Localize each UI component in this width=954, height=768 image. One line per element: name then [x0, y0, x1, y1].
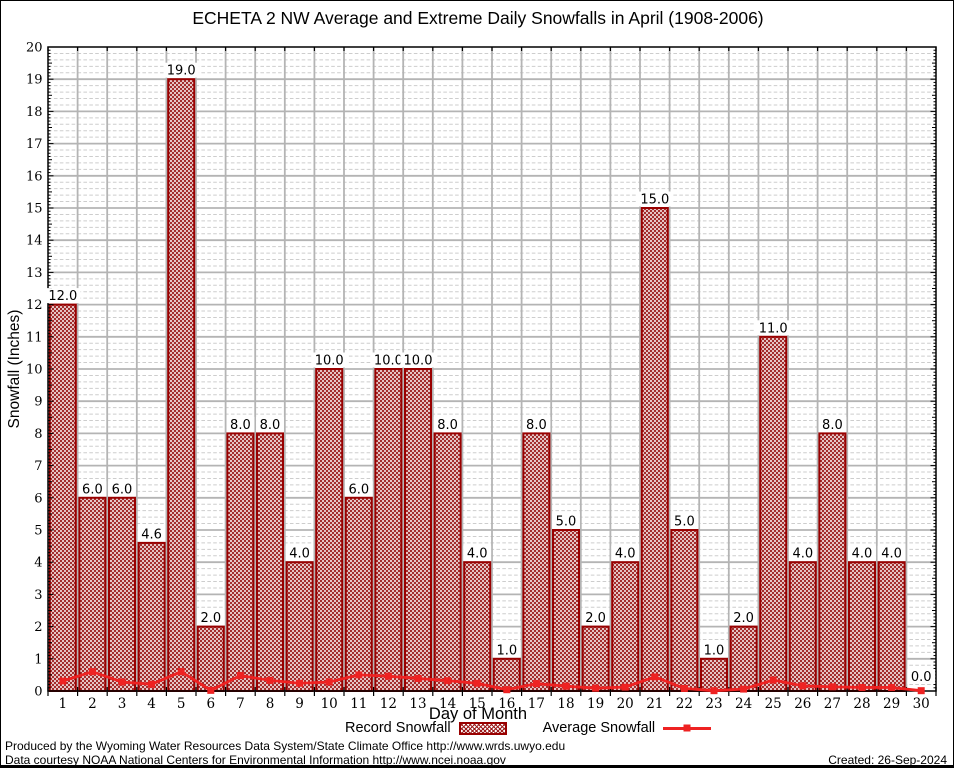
svg-text:28: 28	[853, 696, 870, 712]
svg-text:16: 16	[498, 696, 515, 712]
svg-text:10.0: 10.0	[374, 354, 403, 369]
svg-text:5: 5	[34, 524, 42, 539]
svg-text:21: 21	[646, 696, 663, 712]
svg-text:9: 9	[295, 696, 304, 712]
svg-text:1: 1	[34, 652, 42, 667]
svg-text:5: 5	[177, 696, 186, 712]
svg-text:8.0: 8.0	[822, 418, 843, 433]
svg-text:5.0: 5.0	[674, 515, 695, 530]
svg-text:27: 27	[824, 696, 841, 712]
svg-text:23: 23	[705, 696, 722, 712]
svg-text:8: 8	[34, 427, 42, 442]
svg-text:19: 19	[587, 696, 604, 712]
svg-text:2: 2	[34, 620, 42, 635]
legend: Record Snowfall Average Snowfall	[345, 720, 712, 736]
svg-text:6.0: 6.0	[348, 482, 369, 497]
svg-text:15: 15	[26, 202, 43, 217]
svg-text:12: 12	[26, 298, 43, 313]
svg-text:7: 7	[34, 459, 42, 474]
svg-text:19: 19	[26, 73, 43, 88]
svg-text:5.0: 5.0	[556, 515, 577, 530]
svg-text:16: 16	[26, 169, 43, 184]
svg-text:20: 20	[617, 696, 634, 712]
created-date: Created: 26-Sep-2024	[828, 753, 947, 767]
svg-text:8.0: 8.0	[437, 418, 458, 433]
svg-text:15.0: 15.0	[640, 193, 669, 208]
svg-text:6: 6	[207, 696, 216, 712]
svg-text:2.0: 2.0	[200, 611, 221, 626]
svg-text:19.0: 19.0	[167, 64, 196, 79]
svg-text:8: 8	[266, 696, 275, 712]
svg-text:2.0: 2.0	[585, 611, 606, 626]
svg-text:4.0: 4.0	[615, 547, 636, 562]
y-axis-title: Snowfall (Inches)	[6, 309, 23, 429]
svg-text:11.0: 11.0	[759, 321, 788, 336]
footer-attribution: Produced by the Wyoming Water Resources …	[5, 739, 566, 753]
svg-text:13: 13	[26, 266, 43, 281]
svg-text:17: 17	[26, 137, 43, 152]
svg-text:8.0: 8.0	[526, 418, 547, 433]
svg-text:4.0: 4.0	[881, 547, 902, 562]
svg-text:10.0: 10.0	[404, 354, 433, 369]
svg-text:3: 3	[118, 696, 127, 712]
snowfall-chart: 12.06.0 6.04.619.02.08.0 8.04.010.06.010.0…	[26, 41, 937, 712]
svg-text:2.0: 2.0	[733, 611, 754, 626]
svg-text:4.0: 4.0	[289, 547, 310, 562]
svg-text:9: 9	[34, 395, 42, 410]
svg-text:24: 24	[735, 696, 752, 712]
svg-text:14: 14	[26, 234, 43, 249]
svg-text:1: 1	[59, 696, 68, 712]
svg-text:22: 22	[676, 696, 693, 712]
average-snowfall-line-sample	[663, 724, 712, 732]
svg-text:4.0: 4.0	[852, 547, 873, 562]
record-snowfall-swatch	[458, 721, 507, 735]
svg-text:10: 10	[26, 363, 43, 378]
x-axis-title: Day of Month	[428, 705, 528, 723]
svg-text:2: 2	[88, 696, 97, 712]
legend-record-label: Record Snowfall	[345, 720, 451, 736]
svg-text:1.0: 1.0	[704, 643, 725, 658]
svg-text:29: 29	[883, 696, 900, 712]
svg-text:11: 11	[350, 696, 367, 712]
chart-title: ECHETA 2 NW Average and Extreme Daily Sn…	[192, 8, 764, 28]
svg-text:6.0: 6.0	[82, 482, 103, 497]
svg-text:18: 18	[557, 696, 574, 712]
svg-text:10.0: 10.0	[315, 354, 344, 369]
svg-text:1.0: 1.0	[496, 643, 517, 658]
svg-text:4.0: 4.0	[467, 547, 488, 562]
svg-text:4.0: 4.0	[792, 547, 813, 562]
svg-text:30: 30	[913, 696, 930, 712]
svg-text:10: 10	[321, 696, 338, 712]
svg-text:4: 4	[147, 696, 156, 712]
svg-text:26: 26	[794, 696, 811, 712]
svg-text:7: 7	[236, 696, 245, 712]
svg-text:25: 25	[765, 696, 782, 712]
legend-average-label: Average Snowfall	[542, 720, 656, 736]
svg-text:11: 11	[26, 330, 43, 345]
average-snowfall-marker-icon	[683, 724, 691, 732]
svg-text:17: 17	[528, 696, 545, 712]
svg-text:4: 4	[34, 556, 42, 571]
footer-data-courtesy: Data courtesy NOAA National Centers for …	[5, 753, 506, 767]
svg-text:12.0: 12.0	[48, 289, 77, 304]
svg-text:15: 15	[469, 696, 486, 712]
svg-text:8.0: 8.0	[230, 418, 251, 433]
svg-text:6.0: 6.0	[112, 482, 133, 497]
svg-text:12: 12	[380, 696, 397, 712]
svg-text:13: 13	[409, 696, 426, 712]
svg-text:8.0: 8.0	[260, 418, 281, 433]
svg-text:3: 3	[34, 588, 42, 603]
svg-text:6: 6	[34, 491, 42, 506]
svg-text:20: 20	[26, 41, 43, 56]
svg-text:0: 0	[34, 685, 42, 700]
svg-text:18: 18	[26, 105, 43, 120]
svg-text:4.6: 4.6	[141, 527, 162, 542]
svg-text:0.0: 0.0	[911, 670, 932, 685]
svg-text:14: 14	[439, 696, 456, 712]
